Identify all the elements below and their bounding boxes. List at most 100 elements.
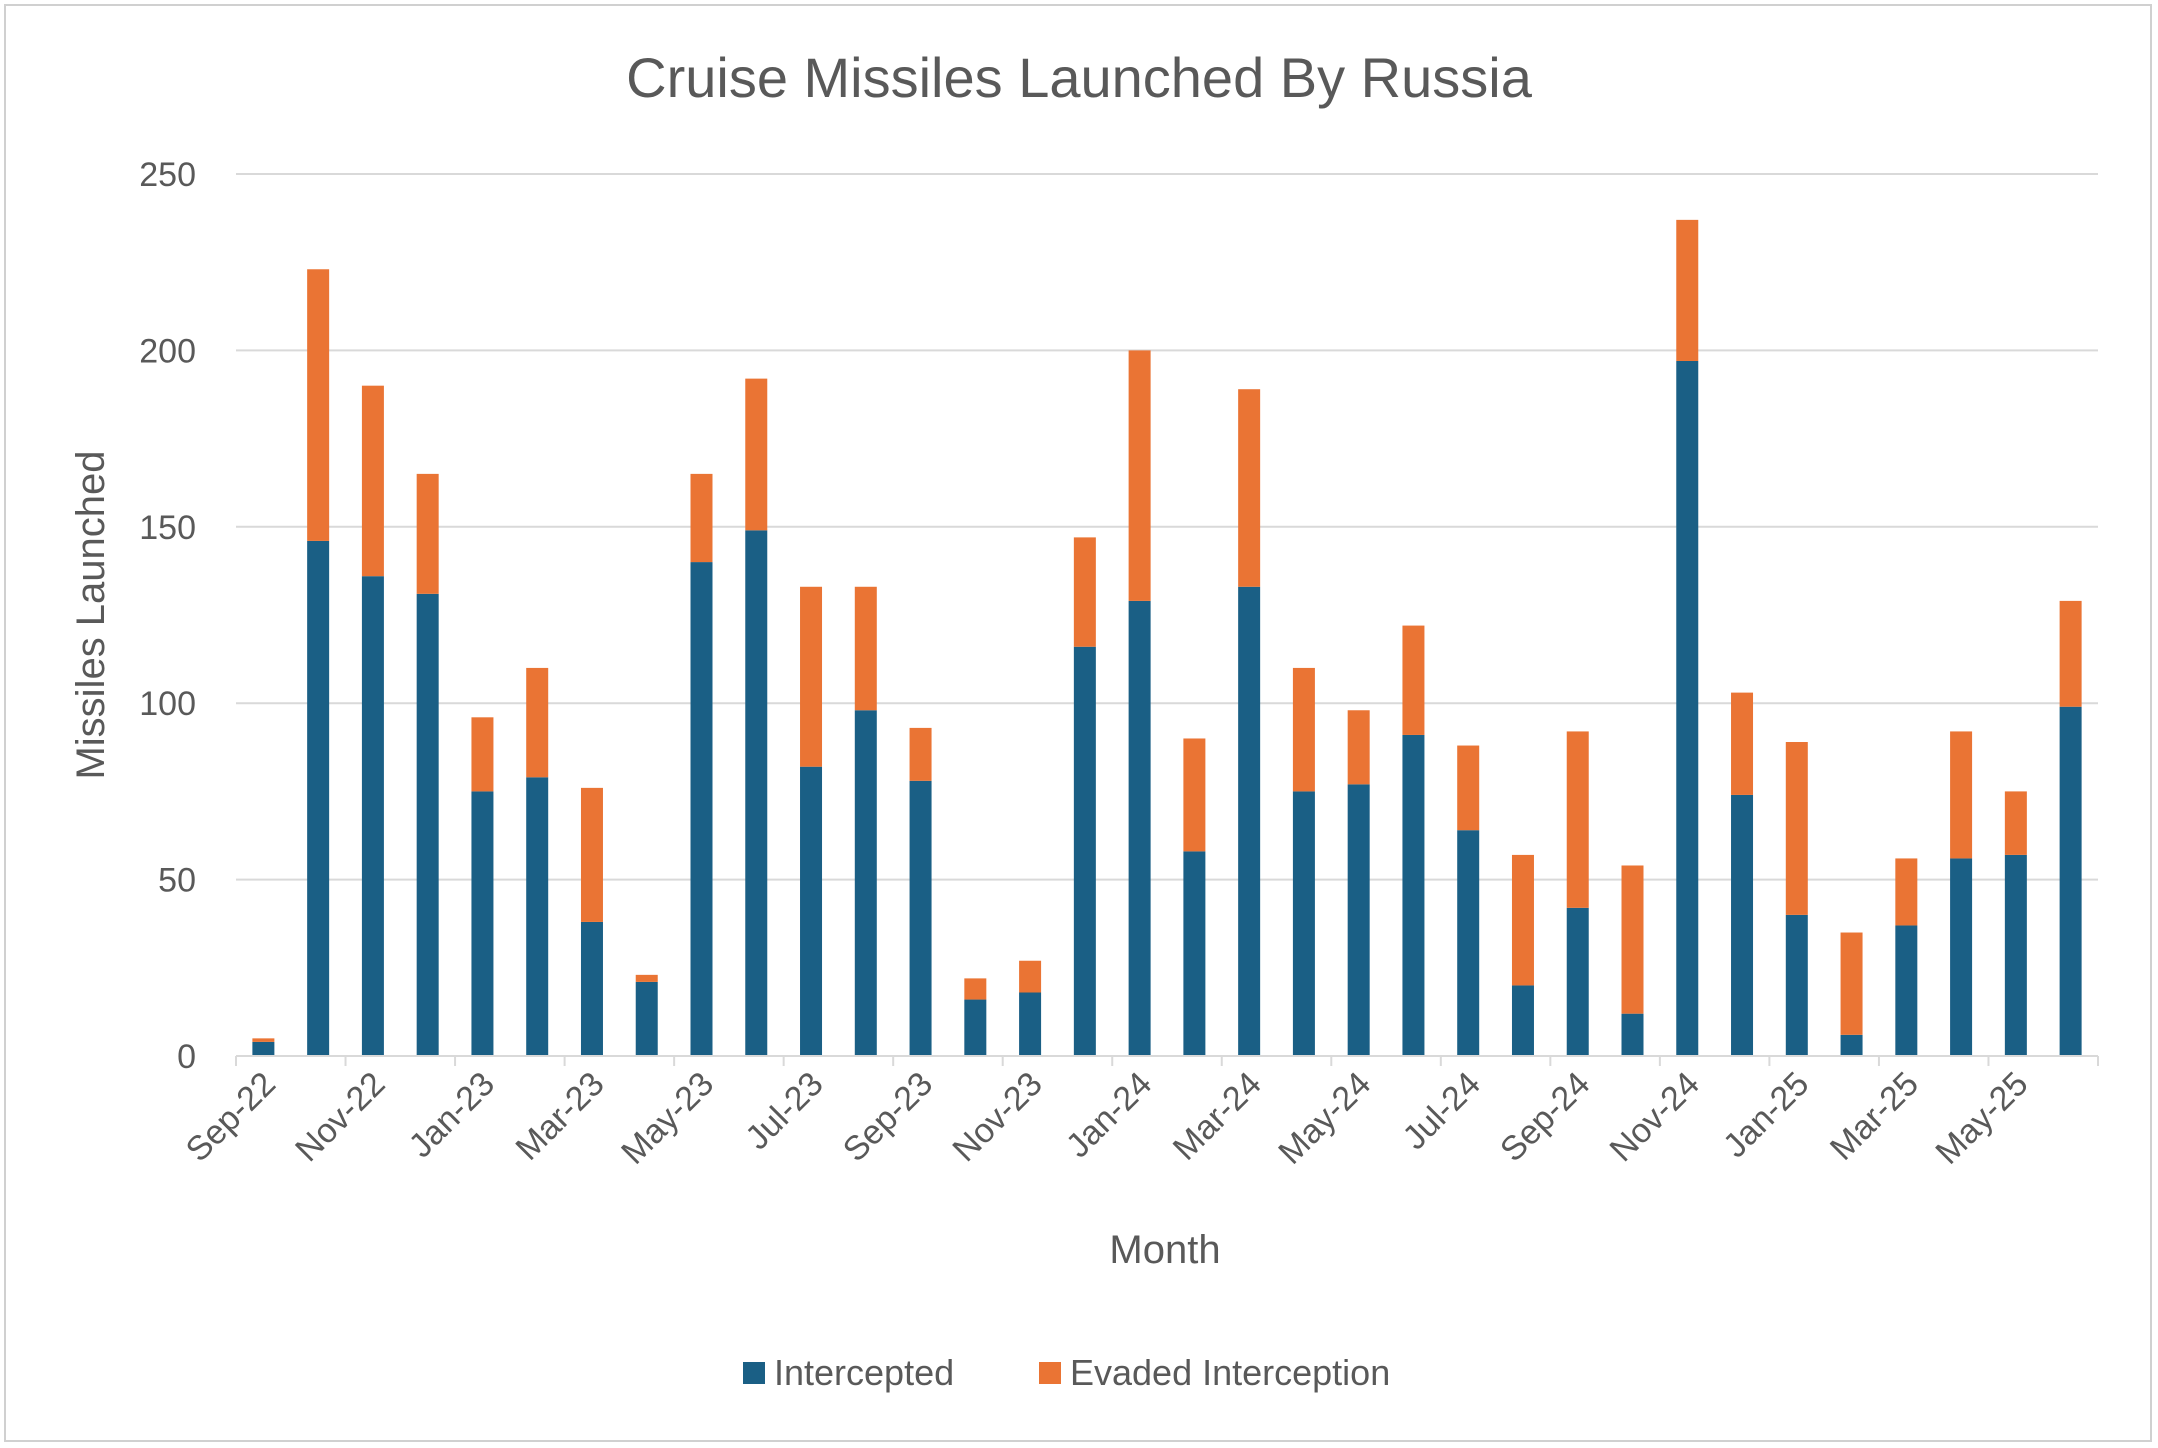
- bar-evaded-interception-jul-23: [800, 586, 823, 767]
- bar-intercepted-may-25: [2004, 854, 2027, 1056]
- x-tick-label: May-25: [1928, 1065, 2035, 1172]
- bar-evaded-interception-feb-25: [1840, 932, 1863, 1035]
- bar-intercepted-jul-24: [1457, 830, 1480, 1056]
- bar-evaded-interception-sep-23: [909, 727, 932, 781]
- bar-evaded-interception-jun-25: [2059, 600, 2082, 707]
- bar-intercepted-oct-24: [1621, 1013, 1644, 1056]
- x-axis-title: Month: [1109, 1228, 1220, 1272]
- bar-intercepted-jan-25: [1785, 914, 1808, 1056]
- bar-intercepted-jun-25: [2059, 706, 2082, 1056]
- bar-evaded-interception-mar-24: [1238, 389, 1261, 587]
- bar-evaded-interception-sep-22: [252, 1038, 275, 1042]
- bar-evaded-interception-may-23: [690, 473, 713, 563]
- x-tick-label: May-24: [1271, 1065, 1378, 1172]
- bar-evaded-interception-may-24: [1347, 710, 1370, 785]
- bar-evaded-interception-dec-23: [1073, 537, 1096, 647]
- bars: [252, 219, 2082, 1056]
- legend-label-evaded-interception: Evaded Interception: [1070, 1352, 1390, 1393]
- bar-intercepted-dec-24: [1731, 794, 1754, 1056]
- bar-intercepted-aug-23: [854, 710, 877, 1056]
- bar-evaded-interception-may-25: [2004, 791, 2027, 855]
- bar-intercepted-jan-23: [471, 791, 494, 1056]
- bar-intercepted-dec-22: [416, 593, 439, 1056]
- bar-intercepted-may-24: [1347, 784, 1370, 1056]
- x-tick-label: Sep-24: [1493, 1065, 1597, 1169]
- y-tick-label: 200: [139, 332, 196, 370]
- bar-intercepted-oct-22: [307, 540, 330, 1056]
- legend-swatch-evaded-interception: [1039, 1362, 1061, 1384]
- bar-intercepted-apr-24: [1292, 791, 1315, 1056]
- bar-evaded-interception-sep-24: [1566, 731, 1589, 908]
- bar-evaded-interception-oct-23: [964, 978, 987, 1000]
- bar-intercepted-aug-24: [1511, 985, 1534, 1056]
- bar-intercepted-nov-24: [1676, 360, 1699, 1056]
- bar-evaded-interception-oct-22: [307, 269, 330, 541]
- bar-evaded-interception-jul-24: [1457, 745, 1480, 831]
- bar-intercepted-feb-25: [1840, 1034, 1863, 1056]
- x-tick-label: Jul-24: [1396, 1065, 1488, 1157]
- bar-intercepted-apr-23: [635, 981, 658, 1056]
- y-tick-label: 250: [139, 156, 196, 194]
- bar-evaded-interception-mar-25: [1895, 858, 1918, 926]
- x-tick-label: Mar-25: [1823, 1065, 1926, 1168]
- gridlines: [236, 173, 2098, 881]
- bar-intercepted-sep-23: [909, 780, 932, 1056]
- bar-evaded-interception-aug-23: [854, 586, 877, 711]
- bar-evaded-interception-feb-24: [1183, 738, 1206, 852]
- bar-evaded-interception-jan-25: [1785, 742, 1808, 915]
- bar-evaded-interception-oct-24: [1621, 865, 1644, 1014]
- bar-intercepted-jan-24: [1128, 600, 1151, 1056]
- bar-intercepted-nov-22: [361, 576, 384, 1056]
- bar-evaded-interception-dec-22: [416, 473, 439, 594]
- bar-intercepted-mar-23: [580, 921, 603, 1056]
- bar-evaded-interception-mar-23: [580, 787, 603, 922]
- x-tick-label: Jul-23: [738, 1065, 830, 1157]
- bar-intercepted-sep-24: [1566, 907, 1589, 1056]
- x-axis: Sep-22 Nov-22 Jan-23 Mar-23 May-23 Jul-23 Sep-…: [179, 1055, 2099, 1172]
- y-tick-label: 0: [177, 1038, 196, 1076]
- bar-evaded-interception-jan-23: [471, 717, 494, 792]
- legend: Intercepted Evaded Interception: [743, 1352, 1390, 1393]
- chart-title: Cruise Missiles Launched By Russia: [626, 46, 1533, 109]
- bar-evaded-interception-nov-22: [361, 385, 384, 577]
- x-tick-label: Sep-23: [836, 1065, 940, 1169]
- bar-evaded-interception-feb-23: [526, 667, 549, 778]
- bar-evaded-interception-aug-24: [1511, 854, 1534, 986]
- bar-evaded-interception-apr-24: [1292, 667, 1315, 792]
- x-tick-label: Nov-22: [288, 1065, 392, 1169]
- x-tick-label: Nov-23: [945, 1065, 1049, 1169]
- x-tick-label: Jan-25: [1716, 1065, 1816, 1165]
- x-tick-label: May-23: [614, 1065, 721, 1172]
- y-tick-label: 100: [139, 685, 196, 723]
- x-tick-label: Nov-24: [1603, 1065, 1707, 1169]
- bar-intercepted-mar-25: [1895, 925, 1918, 1056]
- bar-intercepted-apr-25: [1950, 858, 1973, 1056]
- bar-evaded-interception-jun-23: [745, 378, 768, 531]
- bar-evaded-interception-jun-24: [1402, 625, 1425, 735]
- bar-intercepted-oct-23: [964, 999, 987, 1056]
- legend-swatch-intercepted: [743, 1362, 765, 1384]
- bar-intercepted-nov-23: [1019, 992, 1042, 1056]
- y-tick-label: 150: [139, 509, 196, 547]
- bar-intercepted-feb-24: [1183, 851, 1206, 1056]
- bar-evaded-interception-apr-23: [635, 974, 658, 982]
- bar-evaded-interception-jan-24: [1128, 350, 1151, 601]
- bar-intercepted-feb-23: [526, 777, 549, 1056]
- y-axis-title: Missiles Launched: [69, 450, 113, 779]
- bar-intercepted-jun-23: [745, 530, 768, 1056]
- x-tick-label: Jan-23: [402, 1065, 502, 1165]
- bar-evaded-interception-apr-25: [1950, 731, 1973, 859]
- bar-intercepted-may-23: [690, 562, 713, 1056]
- bar-intercepted-sep-22: [252, 1041, 275, 1056]
- bar-evaded-interception-nov-24: [1676, 219, 1699, 361]
- bar-intercepted-mar-24: [1238, 586, 1261, 1056]
- y-axis: 0 50 100 150 200 250: [139, 156, 196, 1076]
- legend-label-intercepted: Intercepted: [774, 1352, 954, 1393]
- bar-intercepted-jul-23: [800, 766, 823, 1056]
- x-tick-label: Mar-24: [1166, 1065, 1269, 1168]
- x-tick-label: Jan-24: [1059, 1065, 1159, 1165]
- bar-intercepted-jun-24: [1402, 734, 1425, 1056]
- bar-evaded-interception-nov-23: [1019, 960, 1042, 993]
- bar-evaded-interception-dec-24: [1731, 692, 1754, 795]
